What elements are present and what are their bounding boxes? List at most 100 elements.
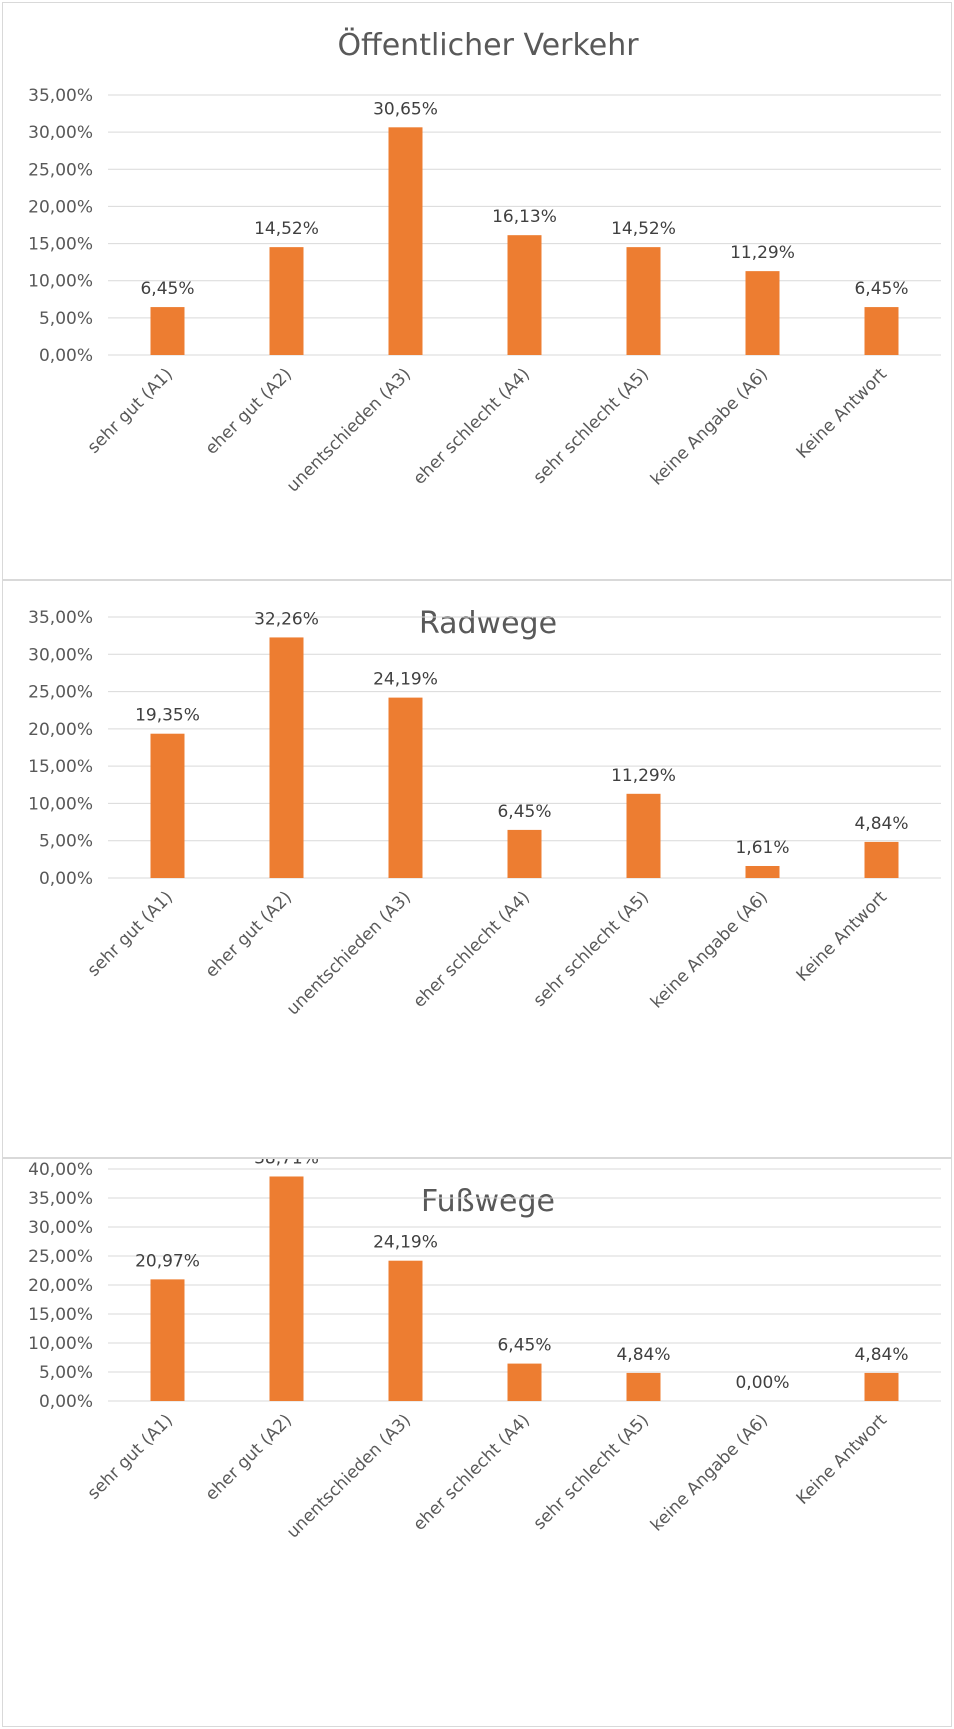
bar: [150, 733, 185, 878]
bar: [507, 829, 542, 878]
chart-svg: Radwege 0,00% 5,00% 10,00% 15,00% 20,00% 25,0…: [28, 606, 941, 1019]
data-label: 30,65%: [373, 99, 438, 119]
y-tick-label: 5,00%: [39, 309, 93, 329]
x-tick-label: sehr gut (A1): [84, 887, 177, 980]
data-labels: 20,97% 38,71% 24,19% 6,45% 4,84% 0,00% 4,84%: [135, 1159, 908, 1393]
y-tick-label: 40,00%: [28, 1160, 93, 1180]
x-axis: sehr gut (A1) eher gut (A2)unentschieden …: [84, 1410, 891, 1542]
bar: [864, 1372, 899, 1401]
chart-panel-fusswege: Fußwege 0,00% 5,00% 10,00% 15,00% 20,00% 25,0…: [2, 1158, 952, 1727]
y-tick-label: 25,00%: [28, 683, 93, 703]
data-label: 4,84%: [854, 1345, 908, 1365]
y-tick-label: 10,00%: [28, 272, 93, 292]
bar: [626, 1372, 661, 1401]
data-labels: 19,35% 32,26% 24,19% 6,45% 11,29% 1,61% 4,84%: [135, 609, 908, 858]
y-tick-label: 35,00%: [28, 608, 93, 628]
x-tick-label: eher gut (A2): [202, 364, 296, 458]
y-tick-label: 30,00%: [28, 645, 93, 665]
x-tick-label: eher gut (A2): [202, 887, 296, 981]
bar: [269, 247, 304, 355]
y-tick-label: 15,00%: [28, 1305, 93, 1325]
bar: [745, 865, 780, 878]
x-tick-label: eher schlecht (A4): [409, 1410, 534, 1535]
data-label: 14,52%: [254, 219, 319, 239]
data-label: 6,45%: [140, 279, 194, 299]
data-label: 6,45%: [497, 1336, 551, 1356]
y-axis: 0,00% 5,00% 10,00% 15,00% 20,00% 25,00% 30,00%…: [28, 86, 93, 366]
data-label: 11,29%: [611, 766, 676, 786]
data-label: 1,61%: [735, 838, 789, 858]
bar: [269, 1176, 304, 1401]
y-tick-label: 35,00%: [28, 1189, 93, 1209]
y-tick-label: 0,00%: [39, 1392, 93, 1412]
bar: [745, 271, 780, 355]
data-label: 24,19%: [373, 1233, 438, 1253]
bar: [507, 235, 542, 355]
x-tick-label: keine Angabe (A6): [647, 887, 772, 1012]
chart-title: Fußwege: [421, 1184, 555, 1219]
data-label: 6,45%: [497, 802, 551, 822]
bar: [864, 307, 899, 355]
bar: [150, 307, 185, 355]
bar: [388, 1260, 423, 1401]
x-axis: sehr gut (A1) eher gut (A2)unentschieden …: [84, 887, 891, 1019]
y-tick-label: 25,00%: [28, 1247, 93, 1267]
x-tick-label: keine Angabe (A6): [647, 364, 772, 489]
data-label: 11,29%: [730, 243, 795, 263]
y-tick-label: 35,00%: [28, 86, 93, 106]
x-tick-label: Keine Antwort: [793, 1410, 892, 1509]
data-labels: 6,45% 14,52% 30,65% 16,13% 14,52% 11,29% 6,45%: [140, 99, 908, 299]
x-tick-label: sehr schlecht (A5): [530, 364, 653, 487]
y-tick-label: 20,00%: [28, 197, 93, 217]
x-tick-label: eher schlecht (A4): [409, 364, 534, 489]
data-label: 4,84%: [854, 814, 908, 834]
x-tick-label: sehr schlecht (A5): [530, 887, 653, 1010]
bar: [626, 247, 661, 355]
x-tick-label: keine Angabe (A6): [647, 1410, 772, 1535]
x-axis: sehr gut (A1) eher gut (A2)unentschieden …: [84, 364, 891, 496]
chart-title: Öffentlicher Verkehr: [337, 27, 639, 63]
bar: [626, 793, 661, 878]
chart-panel-radwege: Radwege 0,00% 5,00% 10,00% 15,00% 20,00% 25,0…: [2, 580, 952, 1158]
data-label: 16,13%: [492, 207, 557, 227]
bar: [388, 697, 423, 878]
y-tick-label: 30,00%: [28, 1218, 93, 1238]
data-label: 38,71%: [254, 1159, 319, 1168]
y-tick-label: 0,00%: [39, 346, 93, 366]
data-label: 6,45%: [854, 279, 908, 299]
data-label: 4,84%: [616, 1345, 670, 1365]
x-tick-label: sehr schlecht (A5): [530, 1410, 653, 1533]
y-tick-label: 30,00%: [28, 123, 93, 143]
y-axis: 0,00% 5,00% 10,00% 15,00% 20,00% 25,00% 30,00%…: [28, 1160, 93, 1412]
chart-panel-oeffentlicher-verkehr: Öffentlicher Verkehr 0,00% 5,00% 10,00% 15,…: [2, 2, 952, 580]
x-tick-label: unentschieden (A3): [283, 364, 415, 496]
y-tick-label: 10,00%: [28, 1334, 93, 1354]
y-tick-label: 15,00%: [28, 757, 93, 777]
bars: [150, 1176, 899, 1401]
data-label: 32,26%: [254, 609, 319, 629]
bar: [150, 1279, 185, 1401]
bar: [269, 637, 304, 878]
y-tick-label: 5,00%: [39, 832, 93, 852]
y-tick-label: 10,00%: [28, 794, 93, 814]
chart-title: Radwege: [419, 606, 557, 641]
data-label: 20,97%: [135, 1251, 200, 1271]
x-tick-label: unentschieden (A3): [283, 887, 415, 1019]
x-tick-label: eher gut (A2): [202, 1410, 296, 1504]
chart-svg: Fußwege 0,00% 5,00% 10,00% 15,00% 20,00% 25,0…: [28, 1159, 941, 1542]
x-tick-label: sehr gut (A1): [84, 364, 177, 457]
y-tick-label: 20,00%: [28, 1276, 93, 1296]
bar: [864, 841, 899, 878]
chart-svg: Öffentlicher Verkehr 0,00% 5,00% 10,00% 15,…: [28, 27, 941, 496]
x-tick-label: sehr gut (A1): [84, 1410, 177, 1503]
bars: [150, 637, 899, 878]
data-label: 0,00%: [735, 1373, 789, 1393]
x-tick-label: Keine Antwort: [793, 887, 892, 986]
x-tick-label: eher schlecht (A4): [409, 887, 534, 1012]
y-tick-label: 5,00%: [39, 1363, 93, 1383]
y-tick-label: 0,00%: [39, 869, 93, 889]
x-tick-label: Keine Antwort: [793, 364, 892, 463]
y-tick-label: 15,00%: [28, 235, 93, 255]
bar: [507, 1363, 542, 1401]
y-tick-label: 20,00%: [28, 720, 93, 740]
